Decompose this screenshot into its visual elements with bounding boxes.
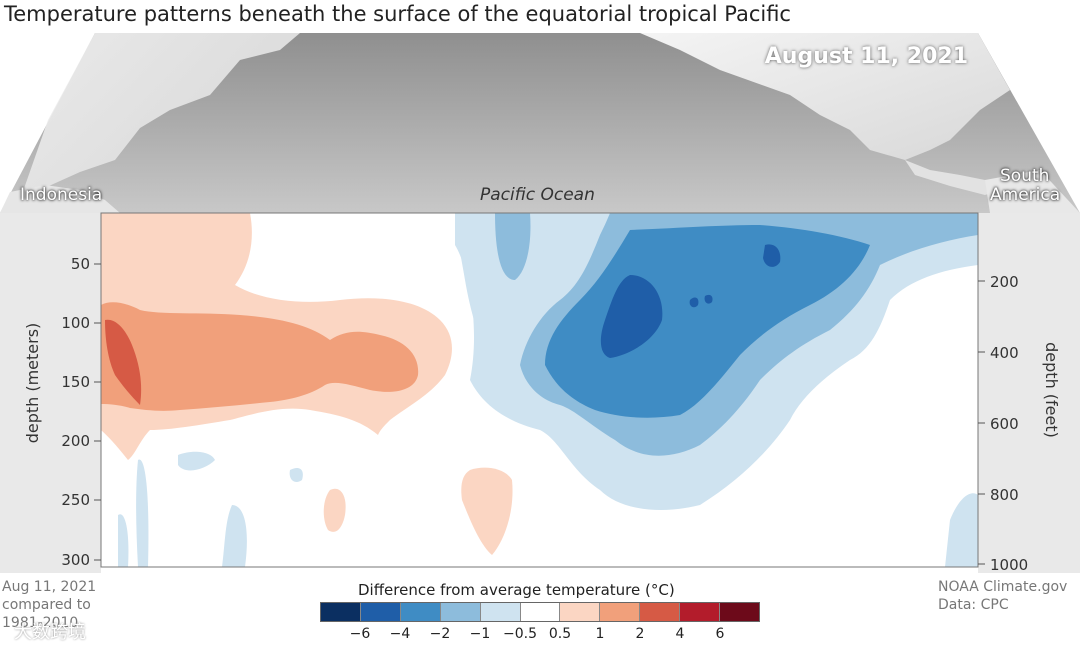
right-tick-label-200: 200 [990,273,1019,291]
south-america-landmass [985,170,1080,213]
cold-anomaly-medium-west [495,213,531,280]
watermark: 大数跨境 [14,622,86,643]
map-label-america: America [990,185,1061,205]
legend-swatch-9 [680,603,721,621]
left-axis-panel [0,213,101,573]
map-label-south: South [1000,166,1050,186]
footer-source: NOAA Climate.gov [938,579,1068,595]
cold-anomaly-light-patch-4 [118,514,129,567]
left-tick-label-250: 250 [61,491,90,509]
central-america-landmass [905,160,1000,195]
warm-anomaly-medium [101,302,419,411]
right-tick-label-1000: 1000 [990,556,1028,574]
legend-tick-0: −6 [349,626,371,642]
legend-tick-1: −4 [389,626,411,642]
legend-swatch-10 [720,603,759,621]
footer-left: Aug 11, 2021 compared to 1981-2010 [2,578,96,632]
legend-swatch-6 [560,603,601,621]
legend-tick-6: 1 [595,626,605,642]
legend-tick-5: 0.5 [548,626,572,642]
left-tick-label-50: 50 [71,255,90,273]
legend-swatch-3 [440,603,481,621]
legend-swatch-8 [640,603,681,621]
cold-anomaly-light-patch-6 [945,493,978,567]
footer-baseline: 1981-2010 [2,615,79,631]
legend-title: Difference from average temperature (°C) [358,581,675,599]
cold-anomaly-core [600,275,663,358]
legend-tick-3: −1 [469,626,491,642]
right-tick-label-400: 400 [990,344,1019,362]
warm-anomaly-core [105,319,142,405]
map-label-indonesia: Indonesia [20,185,103,205]
left-tick-label-200: 200 [61,432,90,450]
plot-frame [100,212,979,568]
legend-tick-8: 4 [675,626,685,642]
right-tick-label-800: 800 [990,486,1019,504]
legend-swatch-1 [360,603,401,621]
legend-swatch-2 [400,603,441,621]
map-label-pacific-ocean: Pacific Ocean [480,185,595,205]
north-america-landmass [640,33,1010,160]
cold-anomaly-light-patch-5 [136,459,149,567]
right-axis-label: depth (feet) [1042,342,1061,438]
warm-anomaly-light-patch [461,467,513,555]
right-axis-panel [978,213,1080,573]
asia-landmass [20,33,300,200]
right-ticks: 200 400 600 800 1000 [978,273,1028,574]
left-tick-label-100: 100 [61,314,90,332]
legend-swatch-0 [321,603,361,621]
legend-swatch-4 [480,603,521,621]
pacific-map-backdrop [0,33,1080,213]
cold-anomaly-core-4 [704,294,713,304]
cold-anomaly-core-2 [763,244,781,267]
left-tick-label-150: 150 [61,373,90,391]
cold-anomaly-core-3 [689,297,699,308]
anomaly-contours [101,213,978,567]
footer-data: Data: CPC [938,597,1009,613]
right-tick-label-600: 600 [990,415,1019,433]
legend-tick-2: −2 [429,626,451,642]
cold-anomaly-light-patch-1 [178,451,215,471]
legend-tick-4: −0.5 [503,626,537,642]
left-ticks: 50 100 150 200 250 300 [61,255,101,569]
chart-title: Temperature patterns beneath the surface… [4,2,791,26]
legend-tick-7: 2 [635,626,645,642]
cold-anomaly-strong [545,225,870,418]
indonesia-islands [0,185,120,213]
date-label: August 11, 2021 [764,44,968,69]
footer-compared: compared to [2,597,91,613]
warm-anomaly-light-patch-2 [323,488,346,532]
footer-right: NOAA Climate.gov Data: CPC [938,578,1067,614]
cold-anomaly-light-patch-2 [289,468,303,482]
legend-swatch-7 [600,603,641,621]
color-legend [320,602,760,622]
left-tick-label-300: 300 [61,551,90,569]
depth-cross-section-chart: 50 100 150 200 250 300 200 400 600 800 1… [23,212,1061,574]
left-axis-label: depth (meters) [23,323,42,444]
legend-tick-9: 6 [715,626,725,642]
footer-date: Aug 11, 2021 [2,579,97,595]
legend-swatch-5 [520,603,561,621]
cold-anomaly-light-patch-3 [222,505,247,567]
